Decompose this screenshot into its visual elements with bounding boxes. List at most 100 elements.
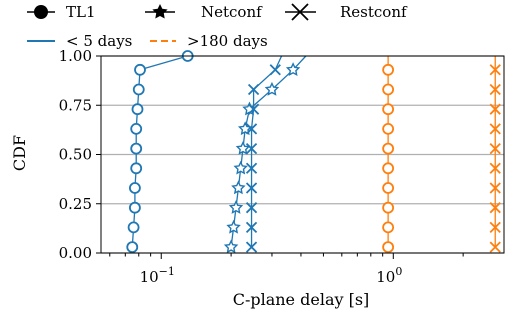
x-stroke: [489, 123, 501, 135]
x-stroke: [245, 241, 258, 253]
x-stroke: [245, 202, 258, 214]
legend-entry-restconf: Restconf: [285, 3, 408, 21]
y-tick-label: 1.00: [59, 47, 92, 65]
y-tick-label: 0.50: [59, 146, 92, 164]
x-stroke: [489, 103, 501, 115]
data-point-x: [489, 142, 501, 155]
data-point-star: [226, 219, 241, 234]
legend-label-old: >180 days: [187, 32, 268, 50]
x-stroke: [245, 182, 258, 194]
legend-tl1-circle-icon: [34, 5, 48, 19]
x-stroke: [489, 182, 501, 194]
data-point-x: [245, 241, 258, 253]
data-point-circle: [382, 122, 395, 135]
x-stroke: [489, 64, 501, 76]
legend-label-tl1: TL1: [66, 3, 96, 21]
data-point-x: [489, 182, 501, 194]
x-stroke: [269, 64, 281, 76]
data-point-x: [245, 221, 258, 234]
data-point-x: [489, 202, 501, 214]
x-stroke: [247, 103, 260, 115]
x-axis: 10−1 100: [109, 253, 464, 286]
legend-label-recent: < 5 days: [66, 32, 132, 50]
data-point-star: [231, 180, 246, 195]
gridlines: [101, 55, 504, 254]
data-point-x: [489, 162, 501, 174]
data-point-x: [269, 64, 281, 76]
y-axis: 0.00 0.25 0.50 0.75 1.00: [59, 47, 101, 262]
data-point-x: [245, 142, 258, 155]
y-axis-title: CDF: [10, 135, 29, 171]
data-point-x: [245, 202, 258, 214]
legend-netconf-star-icon: [152, 4, 168, 19]
legend-label-netconf: Netconf: [201, 3, 263, 21]
data-point-star: [223, 239, 239, 254]
legend: TL1 Netconf Restconf < 5 days >180 days: [27, 3, 408, 50]
data-point-circle: [382, 63, 395, 76]
data-point-x: [245, 123, 258, 135]
data-point-star: [228, 200, 244, 214]
data-point-circle: [382, 201, 395, 214]
data-point-x: [245, 182, 258, 194]
data-point-x: [489, 103, 501, 115]
x-stroke: [245, 142, 258, 155]
data-point-x: [489, 221, 501, 234]
data-point-x: [489, 123, 501, 135]
series-netconf-recent: [223, 55, 307, 254]
data-point-x: [247, 83, 260, 96]
x-stroke: [489, 241, 501, 253]
data-point-circle: [130, 142, 143, 155]
data-point-circle: [382, 221, 395, 234]
legend-entry-old: >180 days: [150, 32, 268, 50]
y-tick-label: 0.75: [59, 96, 92, 114]
data-point-star: [285, 62, 301, 77]
x-tick-label: 10−1: [140, 265, 175, 286]
data-point-circle: [130, 122, 143, 135]
y-tick-label: 0.25: [59, 195, 92, 213]
data-point-circle: [127, 221, 140, 234]
data-point-circle: [131, 103, 144, 116]
data-point-circle: [132, 83, 145, 96]
legend-restconf-x-icon: [291, 3, 309, 21]
data-point-circle: [126, 241, 139, 253]
data-point-circle: [382, 241, 395, 253]
series-restconf-recent: [245, 55, 283, 253]
data-point-star: [233, 160, 248, 175]
x-stroke: [489, 142, 501, 155]
legend-entry-tl1: TL1: [27, 3, 96, 21]
series-tl1-recent: [126, 50, 194, 253]
data-point-x: [489, 241, 501, 253]
x-stroke: [489, 221, 501, 234]
legend-entry-recent: < 5 days: [27, 32, 132, 50]
x-stroke: [489, 202, 501, 214]
data-point-circle: [130, 162, 143, 175]
data-point-circle: [382, 142, 395, 155]
data-point-circle: [129, 182, 141, 194]
y-tick-label: 0.00: [59, 244, 92, 262]
x-stroke: [245, 123, 258, 135]
data-point-circle: [134, 63, 146, 76]
x-tick-label: 100: [376, 265, 402, 286]
data-point-x: [489, 64, 501, 76]
legend-label-restconf: Restconf: [340, 3, 408, 21]
series-tl1-old: [382, 56, 395, 253]
data-point-circle: [129, 201, 141, 214]
x-stroke: [489, 83, 501, 96]
x-stroke: [489, 162, 501, 174]
x-axis-title: C-plane delay [s]: [233, 290, 370, 309]
x-stroke: [245, 221, 258, 234]
series-layer: [126, 50, 501, 254]
data-point-star: [235, 140, 251, 155]
data-point-circle: [382, 103, 395, 116]
x-stroke: [245, 162, 258, 174]
data-point-circle: [382, 83, 395, 96]
series-restconf-old: [489, 56, 501, 253]
x-stroke: [247, 83, 260, 96]
legend-entry-netconf: Netconf: [145, 3, 263, 21]
data-point-x: [247, 103, 260, 115]
data-point-circle: [382, 182, 395, 194]
data-point-circle: [382, 162, 395, 175]
data-point-x: [245, 162, 258, 174]
data-point-x: [489, 83, 501, 96]
